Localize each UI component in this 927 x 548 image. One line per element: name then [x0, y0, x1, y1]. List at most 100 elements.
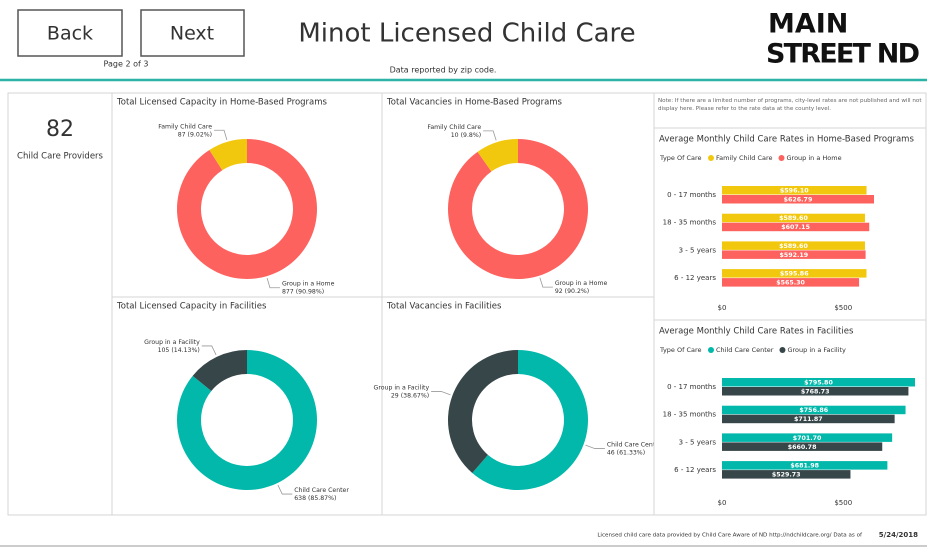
- bar: [722, 213, 865, 223]
- slice-value-label: 105 (14.13%): [158, 347, 200, 354]
- page-indicator: Page 2 of 3: [104, 60, 149, 69]
- slice-value-label: 46 (61.33%): [607, 450, 645, 457]
- donut-slice: [477, 139, 518, 172]
- back-button[interactable]: [17, 9, 123, 57]
- footer-source: Licensed child care data provided by Chi…: [597, 533, 863, 539]
- bar-value-label: $681.98: [790, 463, 819, 470]
- chart-title: Total Vacancies in Facilities: [386, 302, 502, 312]
- slice-label: Child Care Center: [294, 487, 349, 494]
- slice-value-label: 92 (90.2%): [555, 288, 589, 295]
- legend-label: Group in a Facility: [787, 346, 846, 354]
- bar-value-label: $595.86: [780, 271, 809, 278]
- slice-label: Family Child Care: [427, 124, 481, 131]
- donut-slice: [448, 350, 518, 473]
- y-tick-label: 3 - 5 years: [679, 438, 717, 446]
- slice-label: Group in a Home: [282, 281, 335, 288]
- leader-line: [585, 444, 605, 449]
- note-panel: [653, 92, 927, 129]
- note-text: Note: If there are a limited number of p…: [658, 98, 922, 112]
- leader-line: [431, 391, 451, 396]
- bar: [722, 414, 895, 424]
- chart-title: Total Licensed Capacity in Home-Based Pr…: [116, 98, 328, 108]
- slice-value-label: 877 (90.98%): [282, 289, 324, 296]
- leader-line: [201, 345, 217, 356]
- legend-title: Type Of Care: [659, 346, 702, 354]
- legend-swatch: [708, 155, 714, 161]
- bar-value-label: $756.86: [799, 407, 828, 414]
- bar-value-label: $701.70: [793, 435, 822, 442]
- bar-value-label: $660.78: [788, 444, 817, 451]
- footer-date: 5/24/2018: [879, 531, 918, 539]
- logo-line: MAIN: [768, 9, 848, 40]
- bar: [722, 470, 851, 479]
- legend-label: Family Child Care: [716, 154, 773, 162]
- kpi-card: [7, 92, 113, 516]
- bar: [722, 278, 860, 287]
- bar: [722, 405, 906, 415]
- bar: [722, 461, 888, 470]
- x-tick-label: $500: [834, 499, 852, 507]
- bar-value-label: $607.15: [781, 224, 810, 231]
- leader-line: [214, 129, 228, 140]
- legend-title: Type Of Care: [659, 154, 702, 162]
- slice-label: Group in a Home: [555, 280, 608, 287]
- slice-value-label: 87 (9.02%): [178, 131, 212, 138]
- legend-swatch: [779, 347, 786, 353]
- bar-value-label: $529.73: [772, 472, 801, 479]
- slice-value-label: 638 (85.87%): [294, 495, 336, 502]
- y-tick-label: 0 - 17 months: [667, 383, 716, 391]
- page-subtitle: Data reported by zip code.: [390, 66, 497, 75]
- slice-label: Group in a Facility: [374, 384, 430, 391]
- slice-label: Group in a Facility: [144, 339, 200, 346]
- page-title: Minot Licensed Child Care: [298, 19, 635, 49]
- bar-value-label: $589.60: [779, 243, 808, 250]
- y-tick-label: 18 - 35 months: [663, 219, 717, 227]
- bar-value-label: $626.79: [784, 197, 813, 204]
- bar-value-label: $596.10: [780, 188, 809, 195]
- y-tick-label: 3 - 5 years: [679, 246, 717, 254]
- donut-slice: [447, 139, 589, 279]
- bar-value-label: $565.30: [776, 280, 805, 287]
- donut-slice: [209, 139, 247, 171]
- bar-value-label: $768.73: [801, 389, 830, 396]
- bar: [722, 250, 866, 259]
- bar: [722, 222, 870, 232]
- donut-slice: [472, 350, 588, 490]
- legend-label: Child Care Center: [716, 346, 774, 354]
- x-tick-label: $500: [834, 304, 852, 312]
- leader-line: [539, 277, 553, 288]
- donut-slice: [192, 350, 247, 391]
- kpi-value: 82: [46, 117, 74, 142]
- leader-line: [266, 278, 280, 289]
- legend-swatch: [708, 347, 714, 353]
- bar: [722, 186, 867, 195]
- note-box: Note: If there are a limited number of p…: [658, 98, 922, 112]
- leader-line: [483, 130, 497, 141]
- back-label[interactable]: Back: [47, 23, 93, 45]
- chart-title: Total Licensed Capacity in Facilities: [116, 302, 267, 312]
- slice-value-label: 10 (9.8%): [451, 132, 481, 139]
- donut-slice: [176, 350, 317, 490]
- bar: [722, 433, 893, 442]
- y-tick-label: 0 - 17 months: [667, 191, 716, 199]
- bar: [722, 442, 883, 451]
- logo-line: STREET ND: [766, 39, 920, 70]
- next-label[interactable]: Next: [170, 23, 214, 45]
- leader-line: [277, 484, 293, 495]
- bar: [722, 387, 909, 396]
- bar-value-label: $711.87: [794, 416, 823, 423]
- chart-title: Average Monthly Child Care Rates in Home…: [659, 135, 914, 145]
- y-tick-label: 6 - 12 years: [674, 274, 716, 282]
- slice-value-label: 29 (38.67%): [391, 392, 429, 399]
- bar: [722, 195, 874, 204]
- bar: [722, 269, 867, 278]
- bar: [722, 241, 865, 250]
- bar: [722, 378, 915, 387]
- next-button[interactable]: [140, 9, 245, 57]
- kpi-label: Child Care Providers: [17, 152, 104, 162]
- y-tick-label: 6 - 12 years: [674, 466, 716, 474]
- bar-value-label: $592.19: [779, 252, 808, 259]
- bar-value-label: $589.60: [779, 215, 808, 222]
- chart-title: Total Vacancies in Home-Based Programs: [386, 98, 563, 108]
